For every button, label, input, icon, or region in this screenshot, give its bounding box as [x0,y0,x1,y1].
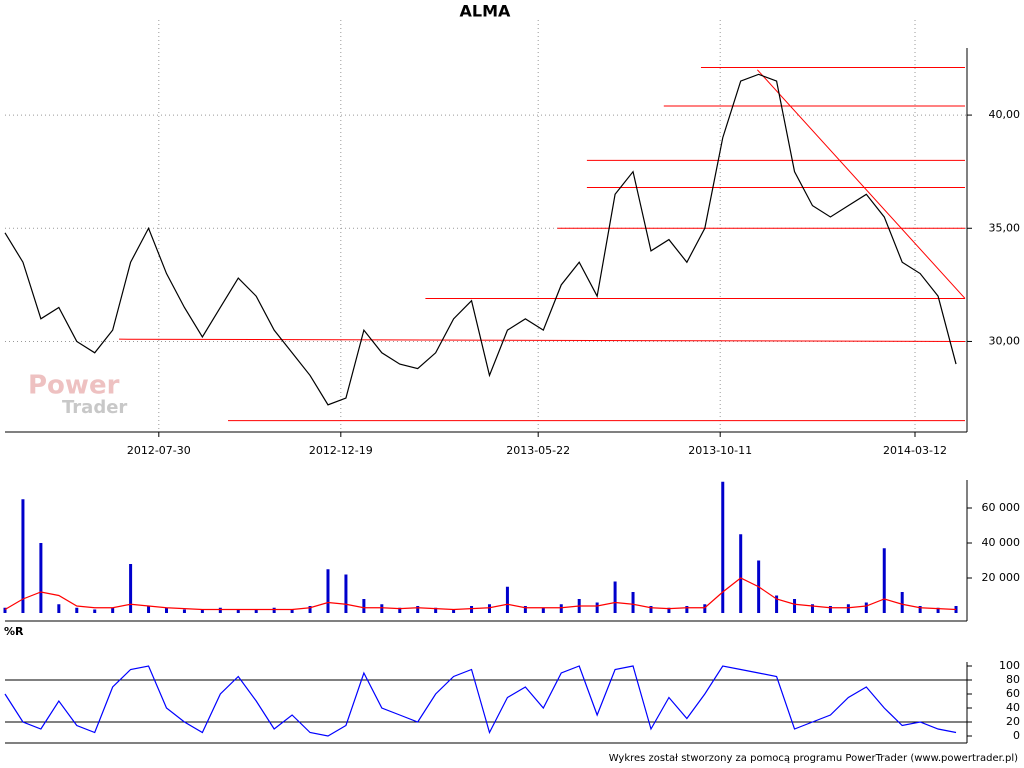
x-tick-label: 2013-05-22 [506,444,570,457]
volume-bar [685,606,689,613]
footer: Wykres został stworzony za pomocą progra… [609,753,1018,764]
volume-bar [290,609,294,613]
x-tick-label: 2012-07-30 [127,444,191,457]
y-tick-label: 30,00 [989,334,1021,347]
price-line [4,73,957,406]
y-tick-label: 100 [999,659,1020,672]
volume-bar [559,604,563,613]
volume-bar [182,609,186,613]
volume-bar [936,607,940,613]
volume-bar [218,607,222,613]
y-tick-label: 40 000 [982,536,1021,549]
volume-bar [523,606,527,613]
y-tick-label: 20 000 [982,571,1021,584]
volume-bar [918,606,922,613]
volume-bar [272,607,276,613]
y-tick-label: 80 [1006,673,1020,686]
volume-bar [541,607,545,613]
y-tick-label: 40 [1006,701,1020,714]
volume-bar [595,602,599,613]
y-tick-label: 35,00 [989,221,1021,234]
volume-bar [470,606,474,613]
volume-bar [703,604,707,613]
volume-bar [882,548,886,613]
volume-bar [93,609,97,613]
volume-bar [326,569,330,613]
chart-title: ALMA [460,2,512,21]
volume-bar [775,595,779,613]
x-tick-label: 2012-12-19 [309,444,373,457]
volume-bar [631,592,635,613]
volume-bar [147,606,151,613]
volume-bar [254,609,258,613]
volume-bar [793,599,797,613]
volume-bar [200,609,204,613]
volume-bar [810,604,814,613]
trend-line [756,69,966,299]
panel-title: %R [4,625,24,638]
volume-bar [828,606,832,613]
volume-bar [362,599,366,613]
williams-line [4,665,957,737]
volume-bar [434,607,438,613]
volume-bar [236,609,240,613]
volume-bar [667,607,671,613]
volume-bar [864,602,868,613]
volume-bar [649,606,653,613]
volume-average [4,577,957,611]
volume-bar [416,606,420,613]
watermark: Power [28,371,120,401]
y-tick-label: 40,00 [989,108,1021,121]
volume-bar [164,607,168,613]
volume-bar [452,609,456,613]
volume-bar [505,586,509,613]
volume-bar [344,574,348,613]
volume-bar [57,604,61,613]
volume-bar [398,607,402,613]
volume-bar [900,592,904,613]
trend-line [119,338,966,342]
volume-bar [721,481,725,613]
volume-bar [846,604,850,613]
watermark: Trader [62,397,127,418]
volume-bar [21,499,25,613]
volume-bar [739,534,743,613]
volume-bar [129,564,133,613]
volume-bar [39,543,43,613]
y-tick-label: 20 [1006,715,1020,728]
volume-bar [111,607,115,613]
volume-bar [613,581,617,613]
y-tick-label: 60 [1006,687,1020,700]
volume-bar [3,607,7,613]
volume-bar [308,606,312,613]
y-tick-label: 60 000 [982,501,1021,514]
volume-bar [487,604,491,613]
x-tick-label: 2013-10-11 [688,444,752,457]
volume-bar [380,604,384,613]
x-tick-label: 2014-03-12 [883,444,947,457]
y-tick-label: 0 [1013,729,1020,742]
volume-bar [75,607,79,613]
